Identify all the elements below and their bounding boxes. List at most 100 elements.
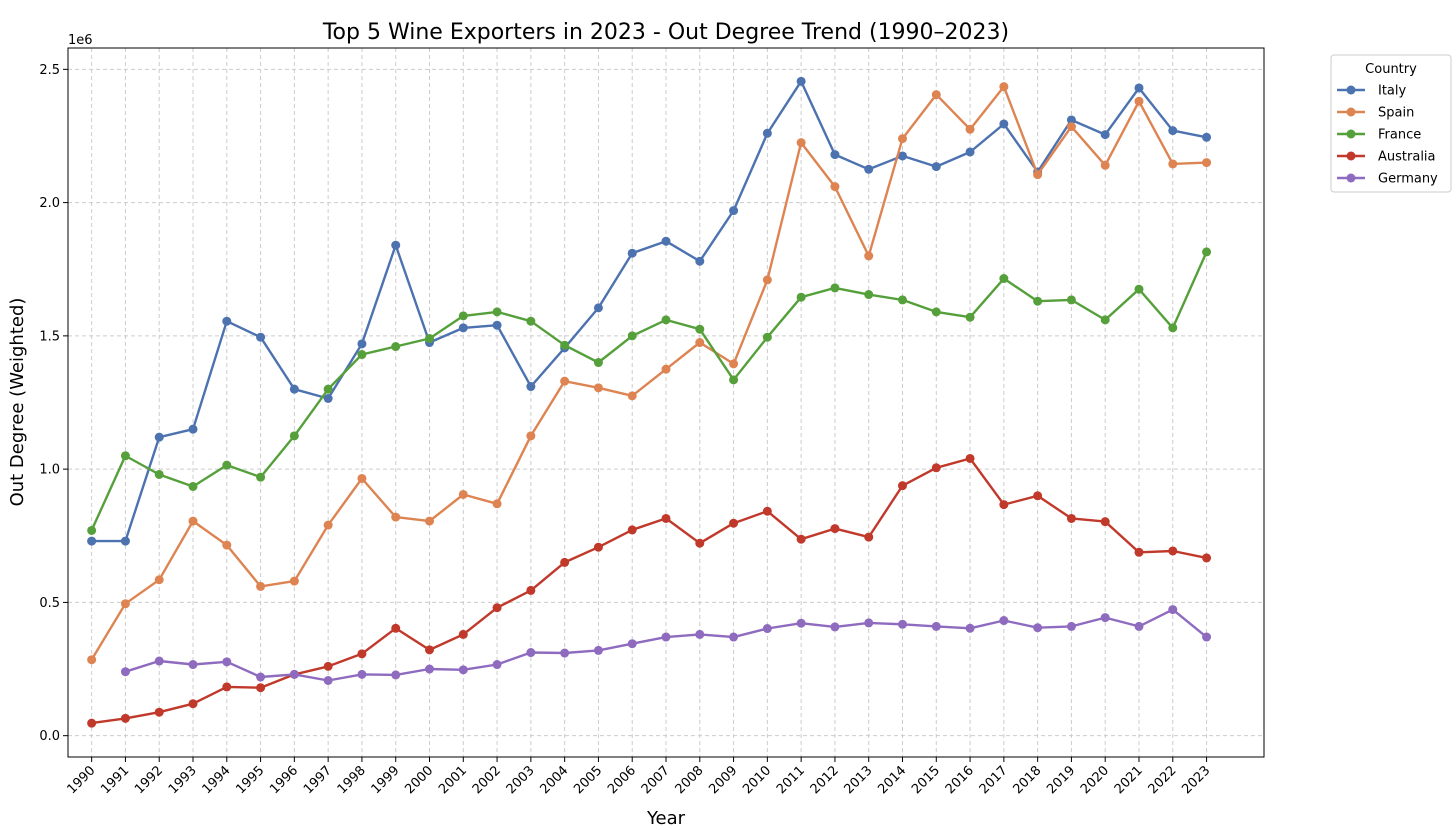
data-point-germany	[695, 629, 705, 639]
data-point-germany	[289, 669, 299, 679]
data-point-spain	[526, 431, 536, 441]
data-point-france	[999, 274, 1009, 284]
data-point-germany	[458, 665, 468, 675]
data-point-germany	[323, 676, 333, 686]
series-line-france	[90, 251, 1208, 531]
data-point-spain	[695, 338, 705, 348]
data-point-spain	[965, 124, 975, 134]
data-point-france	[1033, 296, 1043, 306]
data-point-germany	[796, 618, 806, 628]
series-germany	[120, 605, 1212, 686]
data-point-germany	[897, 619, 907, 629]
data-point-france	[289, 431, 299, 441]
data-point-germany	[661, 632, 671, 642]
data-point-australia	[1066, 513, 1076, 523]
data-point-spain	[1033, 170, 1043, 180]
data-point-spain	[1202, 158, 1212, 168]
series-spain	[87, 82, 1212, 665]
data-point-australia	[931, 463, 941, 473]
data-point-italy	[796, 76, 806, 86]
x-tick-label: 1991	[98, 763, 132, 797]
x-tick-label: 2016	[943, 763, 977, 797]
series-australia	[87, 453, 1212, 728]
data-point-australia	[391, 623, 401, 633]
data-point-germany	[729, 632, 739, 642]
x-tick-label: 1995	[233, 763, 267, 797]
data-point-spain	[222, 540, 232, 550]
legend-entry-france: France	[1337, 128, 1421, 143]
data-point-germany	[256, 672, 266, 682]
data-point-spain	[425, 516, 435, 526]
data-point-germany	[1134, 621, 1144, 631]
data-point-italy	[762, 128, 772, 138]
data-point-italy	[458, 323, 468, 333]
data-point-france	[796, 292, 806, 302]
data-point-italy	[627, 248, 637, 258]
x-tick-label: 2000	[402, 763, 436, 797]
data-point-france	[627, 331, 637, 341]
legend-marker-swatch	[1346, 151, 1356, 161]
data-point-australia	[154, 707, 164, 717]
x-tick-label: 1998	[335, 763, 369, 797]
data-point-spain	[154, 575, 164, 585]
x-tick-label: 1997	[301, 763, 335, 797]
x-tick-label: 1999	[369, 763, 403, 797]
data-point-spain	[458, 489, 468, 499]
data-point-spain	[560, 376, 570, 386]
data-point-australia	[1134, 547, 1144, 557]
legend-entry-spain: Spain	[1337, 106, 1414, 121]
data-point-italy	[289, 384, 299, 394]
x-tick-label: 2010	[740, 763, 774, 797]
data-point-spain	[931, 90, 941, 100]
x-axis: 1990 1991 1992 1993 1994 1995 1996 1997 1998 1999…	[64, 757, 1213, 797]
data-point-australia	[593, 542, 603, 552]
data-point-spain	[729, 359, 739, 369]
data-point-germany	[1066, 621, 1076, 631]
data-point-italy	[256, 332, 266, 342]
data-point-italy	[931, 162, 941, 172]
legend: Country Italy Spain France Australia Germany	[1330, 54, 1452, 193]
data-point-italy	[864, 164, 874, 174]
data-point-germany	[222, 657, 232, 667]
data-point-italy	[695, 256, 705, 266]
data-point-australia	[897, 481, 907, 491]
data-point-germany	[526, 648, 536, 658]
data-point-australia	[729, 518, 739, 528]
x-tick-label: 1993	[166, 763, 200, 797]
y-tick-label: 2.5	[39, 63, 60, 78]
y-axis-label: Out Degree (Weighted)	[7, 298, 28, 507]
legend-entry-germany: Germany	[1337, 172, 1438, 187]
data-point-australia	[87, 718, 97, 728]
data-point-france	[526, 316, 536, 326]
x-tick-label: 2020	[1078, 763, 1112, 797]
legend-title: Country	[1365, 62, 1417, 77]
data-point-france	[830, 283, 840, 293]
data-point-australia	[526, 585, 536, 595]
data-point-spain	[120, 599, 130, 609]
data-point-australia	[222, 682, 232, 692]
data-point-spain	[289, 576, 299, 586]
data-point-australia	[1202, 553, 1212, 563]
series-line-italy	[91, 80, 1207, 543]
data-point-france	[864, 290, 874, 300]
data-point-italy	[188, 424, 198, 434]
data-point-germany	[762, 624, 772, 634]
chart-title: Top 5 Wine Exporters in 2023 - Out Degre…	[322, 20, 1009, 45]
data-point-italy	[1066, 115, 1076, 125]
data-point-france	[492, 307, 502, 317]
data-point-australia	[1033, 491, 1043, 501]
data-point-spain	[999, 82, 1009, 92]
x-axis-label: Year	[646, 808, 686, 829]
data-point-italy	[593, 303, 603, 313]
data-point-italy	[1100, 130, 1110, 140]
data-point-germany	[188, 660, 198, 670]
x-tick-label: 2015	[909, 763, 943, 797]
x-tick-label: 2006	[605, 763, 639, 797]
legend-label: Germany	[1378, 172, 1438, 187]
x-tick-label: 2003	[504, 763, 538, 797]
x-tick-label: 2005	[571, 763, 605, 797]
legend-label: Spain	[1378, 106, 1414, 121]
legend-label: Italy	[1378, 84, 1407, 99]
data-point-italy	[661, 236, 671, 246]
